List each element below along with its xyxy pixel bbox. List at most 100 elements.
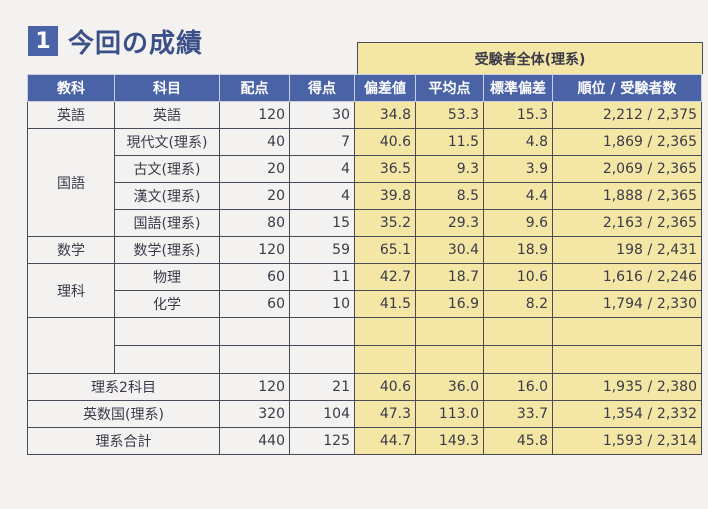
tokuten-cell: 15 bbox=[289, 209, 355, 237]
col-header-tokuten: 得点 bbox=[289, 74, 355, 102]
rank-separator: / bbox=[647, 296, 653, 312]
hensachi-cell: 41.5 bbox=[354, 290, 416, 318]
rank-value: 1,794 bbox=[602, 296, 643, 312]
col-header-kamoku: 科目 bbox=[114, 74, 220, 102]
section-title-text: 今回の成績 bbox=[68, 28, 204, 59]
hyojun-cell: 16.0 bbox=[483, 373, 553, 401]
kamoku-cell: 国語(理系) bbox=[114, 209, 220, 237]
empty-cell bbox=[219, 345, 290, 374]
col-header-haiten: 配点 bbox=[219, 74, 290, 102]
hyojun-cell: 15.3 bbox=[483, 101, 553, 129]
kamoku-cell: 古文(理系) bbox=[114, 155, 220, 183]
rank-cell: 1,593/2,314 bbox=[552, 427, 702, 455]
rank-cell: 1,935/2,380 bbox=[552, 373, 702, 401]
empty-cell bbox=[114, 345, 220, 374]
heikin-cell: 36.0 bbox=[415, 373, 484, 401]
empty-cell bbox=[27, 317, 115, 374]
empty-cell bbox=[354, 345, 416, 374]
rank-value: 1,354 bbox=[602, 406, 643, 422]
haiten-cell: 440 bbox=[219, 427, 290, 455]
heikin-cell: 18.7 bbox=[415, 263, 484, 291]
rank-separator: / bbox=[647, 406, 653, 422]
rank-cell: 2,212/2,375 bbox=[552, 101, 702, 129]
empty-cell bbox=[289, 345, 355, 374]
tokuten-cell: 21 bbox=[289, 373, 355, 401]
summary-label: 理系合計 bbox=[27, 427, 220, 455]
kyoka-cell: 国語 bbox=[27, 128, 115, 237]
examinee-count: 2,314 bbox=[656, 433, 697, 449]
kamoku-cell: 漢文(理系) bbox=[114, 182, 220, 210]
examinee-count: 2,380 bbox=[656, 379, 697, 395]
rank-cell: 1,354/2,332 bbox=[552, 400, 702, 428]
empty-cell bbox=[552, 317, 702, 346]
col-header-hyojun: 標準偏差 bbox=[483, 74, 553, 102]
examinee-count: 2,246 bbox=[656, 269, 697, 285]
empty-cell bbox=[552, 345, 702, 374]
kyoka-cell: 理科 bbox=[27, 263, 115, 318]
heikin-cell: 53.3 bbox=[415, 101, 484, 129]
tokuten-cell: 11 bbox=[289, 263, 355, 291]
heikin-cell: 11.5 bbox=[415, 128, 484, 156]
hensachi-cell: 65.1 bbox=[354, 236, 416, 264]
table-row: 数学 数学(理系) 120 59 65.1 30.4 18.9 198/2,43… bbox=[27, 236, 702, 264]
rank-cell: 1,616/2,246 bbox=[552, 263, 702, 291]
rank-separator: / bbox=[647, 379, 653, 395]
col-header-hensachi: 偏差値 bbox=[354, 74, 416, 102]
summary-label: 理系2科目 bbox=[27, 373, 220, 401]
haiten-cell: 60 bbox=[219, 263, 290, 291]
rank-separator: / bbox=[647, 433, 653, 449]
kyoka-cell: 数学 bbox=[27, 236, 115, 264]
empty-cell bbox=[483, 317, 553, 346]
table-row: 理科 物理 60 11 42.7 18.7 10.6 1,616/2,246 bbox=[27, 263, 702, 318]
haiten-cell: 20 bbox=[219, 182, 290, 210]
hensachi-cell: 35.2 bbox=[354, 209, 416, 237]
kamoku-cell: 英語 bbox=[114, 101, 220, 129]
heikin-cell: 113.0 bbox=[415, 400, 484, 428]
examinee-count: 2,332 bbox=[656, 406, 697, 422]
hyojun-cell: 33.7 bbox=[483, 400, 553, 428]
rank-value: 1,869 bbox=[602, 134, 643, 150]
heikin-cell: 16.9 bbox=[415, 290, 484, 318]
heikin-cell: 8.5 bbox=[415, 182, 484, 210]
empty-cell bbox=[415, 317, 484, 346]
kamoku-cell: 物理 bbox=[114, 263, 220, 291]
col-header-heikin: 平均点 bbox=[415, 74, 484, 102]
hensachi-cell: 39.8 bbox=[354, 182, 416, 210]
table-row: 化学 60 10 41.5 16.9 8.2 1,794/2,330 bbox=[28, 290, 702, 318]
rank-separator: / bbox=[647, 107, 653, 123]
empty-row bbox=[27, 317, 702, 374]
tokuten-cell: 10 bbox=[289, 290, 355, 318]
hensachi-cell: 47.3 bbox=[354, 400, 416, 428]
examinee-count: 2,330 bbox=[656, 296, 697, 312]
table-row: 国語(理系) 80 15 35.2 29.3 9.6 2,163/2,365 bbox=[28, 209, 702, 237]
rank-separator: / bbox=[647, 161, 653, 177]
rank-value: 1,616 bbox=[602, 269, 643, 285]
haiten-cell: 80 bbox=[219, 209, 290, 237]
hensachi-cell: 34.8 bbox=[354, 101, 416, 129]
examinee-count: 2,431 bbox=[656, 242, 697, 258]
examinee-count: 2,375 bbox=[656, 107, 697, 123]
hensachi-cell: 36.5 bbox=[354, 155, 416, 183]
rank-cell: 2,163/2,365 bbox=[552, 209, 702, 237]
hyojun-cell: 4.8 bbox=[483, 128, 553, 156]
haiten-cell: 40 bbox=[219, 128, 290, 156]
header-row: 教科 科目 配点 得点 偏差値 平均点 標準偏差 順位 / 受験者数 bbox=[27, 74, 702, 102]
haiten-cell: 120 bbox=[219, 236, 290, 264]
grades-table: 教科 科目 配点 得点 偏差値 平均点 標準偏差 順位 / 受験者数 英語 英語… bbox=[27, 74, 702, 455]
hyojun-cell: 8.2 bbox=[483, 290, 553, 318]
haiten-cell: 120 bbox=[219, 101, 290, 129]
col-header-rank: 順位 / 受験者数 bbox=[552, 74, 702, 102]
heikin-cell: 149.3 bbox=[415, 427, 484, 455]
rank-separator: / bbox=[647, 215, 653, 231]
empty-cell bbox=[483, 345, 553, 374]
empty-cell bbox=[415, 345, 484, 374]
kamoku-cell: 数学(理系) bbox=[114, 236, 220, 264]
examinee-count: 2,365 bbox=[656, 161, 697, 177]
rank-value: 2,163 bbox=[602, 215, 643, 231]
kamoku-cell: 化学 bbox=[114, 290, 220, 318]
section-number-badge: 1 bbox=[28, 26, 58, 56]
rank-value: 1,935 bbox=[602, 379, 643, 395]
rank-cell: 1,794/2,330 bbox=[552, 290, 702, 318]
tokuten-cell: 7 bbox=[289, 128, 355, 156]
